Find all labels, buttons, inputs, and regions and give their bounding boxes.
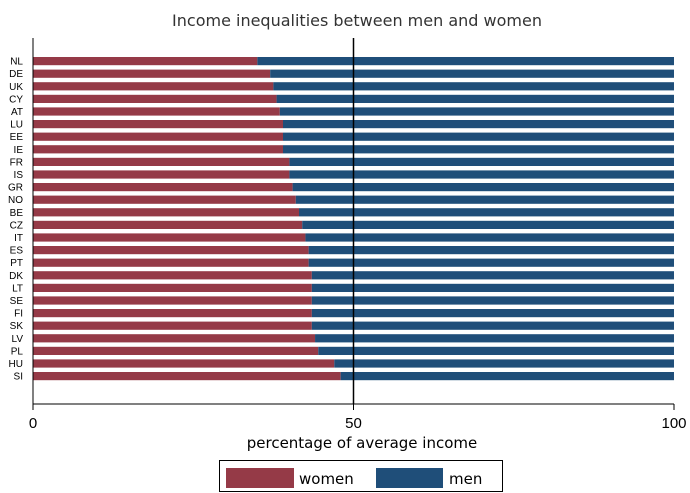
- legend-label-men: men: [449, 470, 482, 488]
- bar-women-at: [33, 107, 280, 116]
- category-label-be: BE: [10, 208, 24, 219]
- bar-men-pt: [308, 258, 674, 267]
- category-label-at: AT: [11, 107, 23, 118]
- category-label-pl: PL: [11, 346, 24, 357]
- category-label-fi: FI: [14, 309, 23, 320]
- bar-women-cy: [33, 94, 277, 103]
- category-label-ee: EE: [10, 132, 24, 143]
- bar-men-se: [311, 296, 674, 305]
- bar-women-ee: [33, 132, 283, 141]
- bar-women-lt: [33, 283, 312, 292]
- category-label-de: DE: [9, 69, 23, 80]
- bar-women-de: [33, 69, 271, 78]
- bar-women-sk: [33, 321, 312, 330]
- category-label-fr: FR: [10, 157, 23, 168]
- category-label-uk: UK: [9, 82, 23, 93]
- bar-men-lu: [282, 120, 674, 129]
- bar-women-hu: [33, 359, 335, 368]
- x-tick-label-0: 0: [29, 415, 37, 432]
- bar-men-ie: [282, 145, 674, 154]
- bar-men-hu: [334, 359, 674, 368]
- bar-women-se: [33, 296, 312, 305]
- category-label-cz: CZ: [10, 220, 23, 231]
- bar-men-nl: [257, 57, 674, 66]
- category-label-si: SI: [14, 372, 23, 383]
- bar-men-be: [299, 208, 674, 217]
- bar-men-is: [289, 170, 674, 179]
- category-label-ie: IE: [14, 145, 24, 156]
- legend-label-women: women: [299, 470, 354, 488]
- category-label-gr: GR: [8, 183, 23, 194]
- bar-men-fi: [311, 309, 674, 318]
- bar-women-it: [33, 233, 306, 242]
- bar-men-at: [279, 107, 674, 116]
- chart-title: Income inequalities between men and wome…: [172, 11, 542, 30]
- x-tick-label-50: 50: [345, 415, 362, 432]
- bars: [33, 57, 674, 381]
- bar-men-gr: [292, 183, 674, 192]
- bar-women-pl: [33, 346, 319, 355]
- bar-women-is: [33, 170, 290, 179]
- legend-swatch-men: [376, 468, 443, 488]
- bar-women-fi: [33, 309, 312, 318]
- bar-men-de: [270, 69, 674, 78]
- category-label-nl: NL: [10, 57, 23, 68]
- bar-men-pl: [318, 346, 674, 355]
- bar-women-lv: [33, 334, 316, 343]
- category-label-sk: SK: [10, 321, 24, 332]
- category-label-it: IT: [14, 233, 23, 244]
- bar-women-uk: [33, 82, 274, 91]
- bar-men-lt: [311, 283, 674, 292]
- legend: women men: [219, 460, 503, 492]
- bar-men-cz: [302, 220, 674, 229]
- bar-men-si: [340, 372, 674, 381]
- bar-men-ee: [282, 132, 674, 141]
- bar-men-uk: [273, 82, 674, 91]
- bar-women-gr: [33, 183, 293, 192]
- bar-women-fr: [33, 157, 290, 166]
- bar-women-nl: [33, 57, 258, 66]
- bar-women-be: [33, 208, 300, 217]
- bar-women-es: [33, 246, 309, 255]
- category-label-cy: CY: [9, 94, 23, 105]
- bar-women-pt: [33, 258, 309, 267]
- category-label-pt: PT: [10, 258, 23, 269]
- category-label-se: SE: [10, 296, 24, 307]
- category-label-es: ES: [10, 246, 24, 257]
- category-label-dk: DK: [9, 271, 23, 282]
- bar-men-cy: [276, 94, 674, 103]
- bar-men-fr: [289, 157, 674, 166]
- bar-women-si: [33, 372, 341, 381]
- category-label-lv: LV: [12, 334, 24, 345]
- bar-men-lv: [315, 334, 674, 343]
- x-ticks: 0 50 100: [29, 404, 687, 432]
- bar-women-ie: [33, 145, 283, 154]
- legend-swatch-women: [226, 468, 294, 488]
- category-label-hu: HU: [9, 359, 23, 370]
- category-label-lt: LT: [12, 283, 23, 294]
- category-label-is: IS: [14, 170, 24, 181]
- bar-women-cz: [33, 220, 303, 229]
- bar-men-dk: [311, 271, 674, 280]
- bar-men-es: [308, 246, 674, 255]
- category-label-no: NO: [8, 195, 23, 206]
- x-axis-label: percentage of average income: [247, 434, 478, 452]
- bar-men-sk: [311, 321, 674, 330]
- bar-women-lu: [33, 120, 283, 129]
- x-tick-label-100: 100: [661, 415, 686, 432]
- bar-women-dk: [33, 271, 312, 280]
- category-label-lu: LU: [10, 120, 23, 131]
- bar-men-no: [295, 195, 674, 204]
- bar-men-it: [305, 233, 674, 242]
- bar-women-no: [33, 195, 296, 204]
